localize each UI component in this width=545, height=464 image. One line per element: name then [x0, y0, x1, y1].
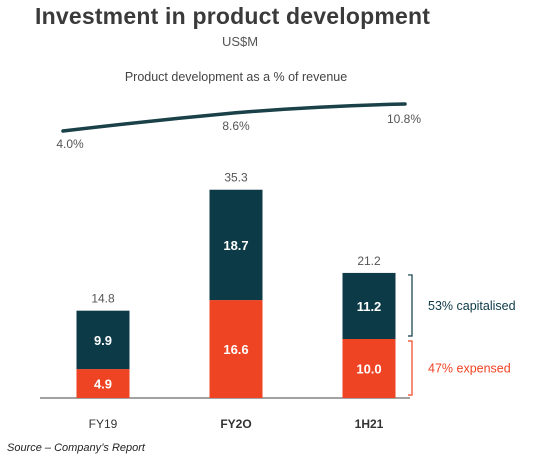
x-tick-label: FY2O [220, 417, 251, 431]
legend-bracket-capitalised [408, 274, 413, 337]
bar-segment-capitalised [342, 272, 396, 339]
data-label-expensed: 4.9 [94, 377, 112, 392]
line-chart-title: Product development as a % of revenue [125, 70, 347, 84]
x-tick-label: FY19 [89, 417, 118, 431]
line-point-label: 8.6% [222, 119, 250, 133]
data-label-capitalised: 18.7 [223, 238, 248, 253]
chart-subtitle: US$M [222, 34, 259, 49]
legend-bracket-expensed [408, 340, 413, 396]
x-tick-label: 1H21 [355, 417, 384, 431]
data-label-expensed: 10.0 [356, 362, 381, 377]
bar-segment-capitalised [209, 189, 263, 301]
bar-segment-capitalised [76, 310, 130, 370]
bar-segment-expensed [76, 369, 130, 398]
stacked-bar-chart: 4.9 9.9 14.8 FY19 16.6 18.7 35.3 FY2O 10.0 11.2 21… [40, 70, 516, 431]
legend-label-capitalised: 53% capitalised [428, 299, 516, 313]
revenue-share-line [61, 102, 407, 133]
data-label-total: 21.2 [357, 254, 381, 268]
data-label-capitalised: 11.2 [357, 299, 382, 314]
legend-label-expensed: 47% expensed [428, 362, 511, 376]
source-note: Source – Company’s Report [7, 442, 145, 454]
data-label-total: 14.8 [91, 292, 115, 306]
bar-segment-expensed [342, 339, 396, 398]
data-label-capitalised: 9.9 [94, 333, 112, 348]
bar-segment-expensed [209, 300, 263, 398]
chart-title: Investment in product development [35, 3, 431, 29]
data-label-total: 35.3 [224, 171, 248, 185]
line-point-label: 4.0% [56, 137, 84, 151]
data-label-expensed: 16.6 [223, 342, 248, 357]
line-point-label: 10.8% [387, 112, 421, 126]
